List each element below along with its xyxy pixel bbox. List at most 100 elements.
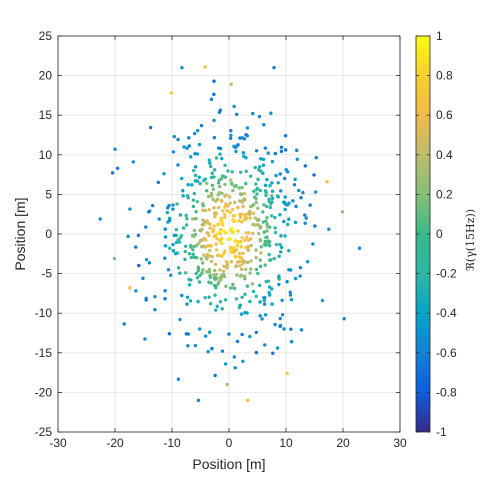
scatter-point <box>156 180 161 185</box>
scatter-point <box>212 118 216 123</box>
scatter-point <box>228 286 233 290</box>
scatter-point <box>208 273 212 278</box>
scatter-point <box>240 200 244 204</box>
scatter-point <box>282 176 287 181</box>
x-tick-label: 0 <box>226 436 233 450</box>
scatter-point <box>239 192 243 196</box>
scatter-point <box>244 235 249 239</box>
scatter-point <box>197 175 201 179</box>
scatter-point <box>199 123 204 128</box>
scatter-point <box>200 227 204 232</box>
scatter-point <box>264 235 268 240</box>
scatter-point <box>311 242 315 246</box>
scatter-point <box>222 251 226 256</box>
scatter-point <box>243 238 247 242</box>
axis-ticks: -30 -20 -10 0 10 20 30 25 20 15 10 5 0 -5 -10 -15 -20 -25 <box>35 29 407 450</box>
scatter-point <box>298 265 303 270</box>
scatter-point <box>260 317 264 321</box>
scatter-point <box>237 199 242 203</box>
scatter-point <box>282 327 286 331</box>
scatter-point <box>198 273 202 278</box>
scatter-point <box>231 188 235 193</box>
scatter-point <box>238 264 242 268</box>
scatter-point <box>234 184 238 188</box>
scatter-point <box>249 243 253 248</box>
scatter-point <box>131 160 135 164</box>
scatter-point <box>240 185 244 190</box>
scatter-point <box>255 192 259 196</box>
scatter-point <box>143 337 147 341</box>
scatter-point <box>283 207 287 212</box>
scatter-point <box>176 266 181 270</box>
scatter-point <box>268 184 272 188</box>
data-points <box>98 65 362 403</box>
scatter-point <box>166 268 171 272</box>
scatter-point <box>229 246 233 250</box>
scatter-point <box>242 217 247 221</box>
scatter-point <box>205 231 209 235</box>
scatter-point <box>208 243 213 248</box>
scatter-point <box>212 175 216 179</box>
scatter-point <box>232 104 236 109</box>
scatter-point <box>242 191 247 196</box>
scatter-point <box>265 215 269 220</box>
scatter-point <box>171 242 175 247</box>
scatter-point <box>183 271 188 275</box>
scatter-point <box>248 299 252 304</box>
colorbar-tick-label: -0.2 <box>436 267 457 281</box>
scatter-point <box>214 156 219 160</box>
scatter-point <box>212 79 216 83</box>
x-axis-label: Position [m] <box>192 456 265 472</box>
scatter-point <box>235 143 240 148</box>
scatter-point <box>248 271 252 275</box>
scatter-point <box>254 255 258 260</box>
scatter-point <box>183 257 187 262</box>
scatter-point <box>253 216 258 220</box>
colorbar-label: ℜ(γ(15Hz)) <box>464 209 477 271</box>
scatter-point <box>261 220 265 224</box>
scatter-point <box>293 220 298 224</box>
scatter-point <box>257 114 262 119</box>
scatter-point <box>283 133 288 138</box>
scatter-point <box>239 312 244 316</box>
scatter-point <box>201 261 205 265</box>
scatter-point <box>186 183 190 187</box>
scatter-point <box>188 155 193 159</box>
scatter-point <box>279 149 284 154</box>
scatter-point <box>221 269 226 273</box>
scatter-point <box>245 284 249 288</box>
scatter-point <box>176 377 181 381</box>
scatter-point <box>220 191 224 196</box>
scatter-point <box>241 261 245 266</box>
scatter-point <box>238 215 243 220</box>
scatter-point <box>209 259 214 264</box>
scatter-point <box>169 91 174 95</box>
scatter-point <box>192 234 196 239</box>
scatter-point <box>295 148 299 153</box>
scatter-point <box>232 246 236 250</box>
scatter-point <box>253 165 257 170</box>
scatter-point <box>229 82 233 87</box>
scatter-point <box>144 296 148 301</box>
scatter-point <box>291 199 295 203</box>
scatter-point <box>191 204 195 209</box>
scatter-point <box>227 195 232 199</box>
scatter-point <box>312 173 316 177</box>
scatter-point <box>153 294 157 299</box>
scatter-point <box>259 251 263 255</box>
scatter-point <box>218 268 222 272</box>
scatter-point <box>223 298 228 302</box>
scatter-point <box>244 156 248 160</box>
scatter-point <box>163 235 168 239</box>
scatter-point <box>212 168 217 172</box>
scatter-point <box>308 203 312 207</box>
scatter-point <box>193 343 198 348</box>
scatter-point <box>267 225 272 229</box>
scatter-point <box>222 264 226 268</box>
scatter-point <box>205 270 209 274</box>
colorbar-tick-label: -1 <box>436 425 447 439</box>
scatter-point <box>278 323 283 328</box>
scatter-point <box>218 108 222 112</box>
scatter-point <box>134 245 138 249</box>
scatter-point <box>258 258 262 262</box>
